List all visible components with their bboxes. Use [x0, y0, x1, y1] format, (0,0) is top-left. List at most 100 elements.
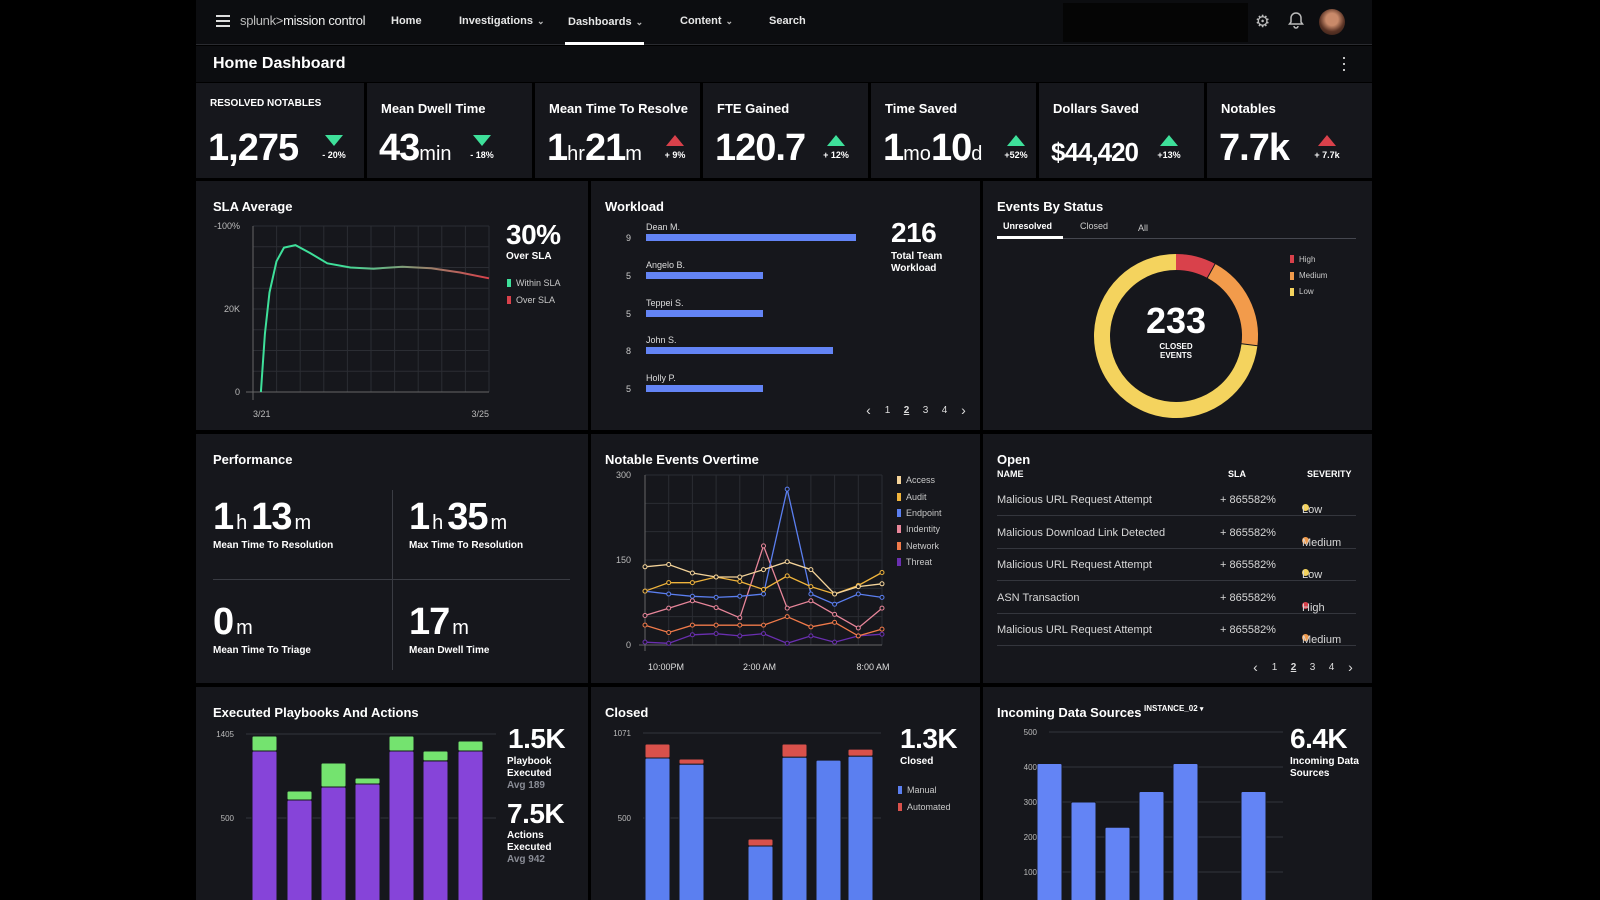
- event-name: Malicious Download Link Detected: [997, 526, 1166, 539]
- kpi-delta: + 9%: [655, 135, 695, 160]
- event-sla: + 865582%: [1220, 526, 1276, 539]
- metric-number: 13: [251, 496, 292, 538]
- nav-label: Content: [680, 15, 722, 27]
- workload-name: John S.: [646, 335, 677, 346]
- performance-metric-label: Mean Dwell Time: [409, 645, 490, 656]
- y-tick-label: 500: [1024, 728, 1038, 737]
- tab-unresolved[interactable]: Unresolved: [1003, 221, 1053, 231]
- kpi-delta-text: + 12%: [823, 150, 849, 160]
- bell-icon[interactable]: [1288, 11, 1304, 34]
- nav-home[interactable]: Home: [391, 15, 422, 27]
- global-search-box[interactable]: [1063, 3, 1248, 42]
- y-tick-label: 0: [235, 387, 240, 397]
- severity-dot-icon: [1302, 569, 1309, 577]
- table-row[interactable]: Malicious URL Request Attempt + 865582% Lo…: [997, 484, 1356, 516]
- panel-title: SLA Average: [213, 199, 293, 214]
- panel-title: Notable Events Overtime: [605, 452, 759, 467]
- triangle-up-icon: [666, 135, 684, 146]
- workload-name: Holly P.: [646, 373, 676, 384]
- kpi-unit: hr: [567, 143, 585, 165]
- bar-manual: [747, 845, 774, 900]
- y-tick-label: 1405: [216, 730, 234, 739]
- panel-title: Events By Status: [997, 199, 1104, 214]
- bar-playbooks: [286, 790, 313, 801]
- event-sla: + 865582%: [1220, 494, 1276, 506]
- workload-name: Angelo B.: [646, 259, 686, 270]
- legend-label: Low: [1299, 287, 1314, 297]
- nav-content[interactable]: Content ⌄: [680, 15, 733, 27]
- chevron-left-icon[interactable]: ‹: [1253, 659, 1258, 675]
- logo-brand: splunk>: [240, 13, 284, 28]
- legend-swatch: [898, 802, 902, 811]
- page-3[interactable]: 3: [1309, 662, 1316, 673]
- bar-actions: [251, 750, 278, 900]
- data-point: [832, 611, 838, 617]
- table-row[interactable]: Malicious URL Request Attempt + 865582% Me…: [997, 614, 1356, 647]
- event-name: Malicious URL Request Attempt: [997, 559, 1152, 572]
- legend-label: Audit: [906, 491, 927, 502]
- bar-actions: [354, 783, 381, 900]
- kpi-unit: d: [971, 143, 983, 165]
- table-row[interactable]: Malicious URL Request Attempt + 865582% Lo…: [997, 549, 1356, 582]
- tab-closed[interactable]: Closed: [1080, 221, 1109, 231]
- chevron-right-icon[interactable]: ›: [961, 402, 966, 418]
- bar-incoming: [1172, 763, 1199, 900]
- page-1[interactable]: 1: [1271, 662, 1278, 673]
- closed-total-value: 1.3K: [900, 723, 958, 754]
- nav-dashboards[interactable]: Dashboards ⌄: [568, 16, 643, 28]
- data-point: [666, 580, 672, 586]
- data-point: [666, 640, 672, 646]
- page-2[interactable]: 2: [903, 405, 910, 416]
- page-2[interactable]: 2: [1290, 662, 1297, 673]
- user-avatar[interactable]: [1319, 9, 1345, 35]
- data-point: [761, 567, 766, 573]
- chevron-left-icon[interactable]: ‹: [866, 402, 871, 418]
- nav-search[interactable]: Search: [769, 15, 806, 27]
- instance-dropdown[interactable]: INSTANCE_02 ▾: [1144, 704, 1203, 713]
- data-point: [737, 593, 743, 599]
- page-1[interactable]: 1: [884, 405, 891, 416]
- nav-label: Home: [391, 15, 422, 27]
- severity-dot-icon: [1302, 536, 1309, 544]
- legend-label: High: [1299, 254, 1316, 264]
- performance-panel: Performance 1 h 13 m Mean Time To Resolution…: [196, 434, 588, 683]
- nav-label: Search: [769, 15, 806, 27]
- table-row[interactable]: ASN Transaction + 865582% High: [997, 582, 1356, 614]
- metric-unit: m: [236, 617, 253, 639]
- active-tab-indicator: [565, 42, 644, 45]
- gear-icon[interactable]: ⚙: [1255, 12, 1271, 31]
- data-point: [761, 622, 766, 628]
- kebab-menu-icon[interactable]: · · ·: [1341, 47, 1347, 79]
- chevron-right-icon[interactable]: ›: [1348, 659, 1353, 675]
- bar-playbooks: [457, 740, 484, 752]
- legend-item: Indentity: [897, 521, 942, 537]
- x-tick-label: 2:00 AM: [743, 662, 776, 672]
- hamburger-menu-icon[interactable]: [216, 15, 230, 27]
- kpi-card: Notables 7.7k + 7.7k: [1207, 83, 1372, 178]
- page-3[interactable]: 3: [922, 405, 929, 416]
- app-logo[interactable]: splunk>mission control: [240, 13, 366, 28]
- kpi-card: Mean Time To Resolve 1hr21m + 9%: [535, 83, 700, 178]
- tab-all[interactable]: All: [1138, 223, 1149, 233]
- bar-automated: [781, 743, 808, 758]
- page-4[interactable]: 4: [941, 405, 948, 416]
- severity-label: Medium: [1302, 536, 1342, 549]
- closed-bar-chart: 1071 500: [613, 729, 881, 900]
- nav-investigations[interactable]: Investigations ⌄: [459, 15, 545, 27]
- data-point: [666, 605, 672, 611]
- metric-number: 0: [213, 601, 234, 643]
- triangle-up-icon: [1007, 135, 1025, 146]
- kpi-value: $44,420: [1051, 137, 1139, 168]
- data-point: [737, 615, 743, 621]
- data-point: [642, 588, 648, 594]
- data-point: [832, 639, 838, 645]
- legend-swatch: [897, 525, 901, 534]
- page-4[interactable]: 4: [1328, 662, 1335, 673]
- kpi-card: FTE Gained 120.7 + 12%: [703, 83, 868, 178]
- table-row[interactable]: Malicious Download Link Detected + 865582…: [997, 517, 1356, 549]
- data-point: [689, 570, 695, 576]
- event-sla: + 865582%: [1220, 624, 1276, 637]
- data-point: [713, 631, 719, 637]
- severity-label: Low: [1302, 569, 1323, 582]
- y-tick-label: 500: [221, 814, 235, 823]
